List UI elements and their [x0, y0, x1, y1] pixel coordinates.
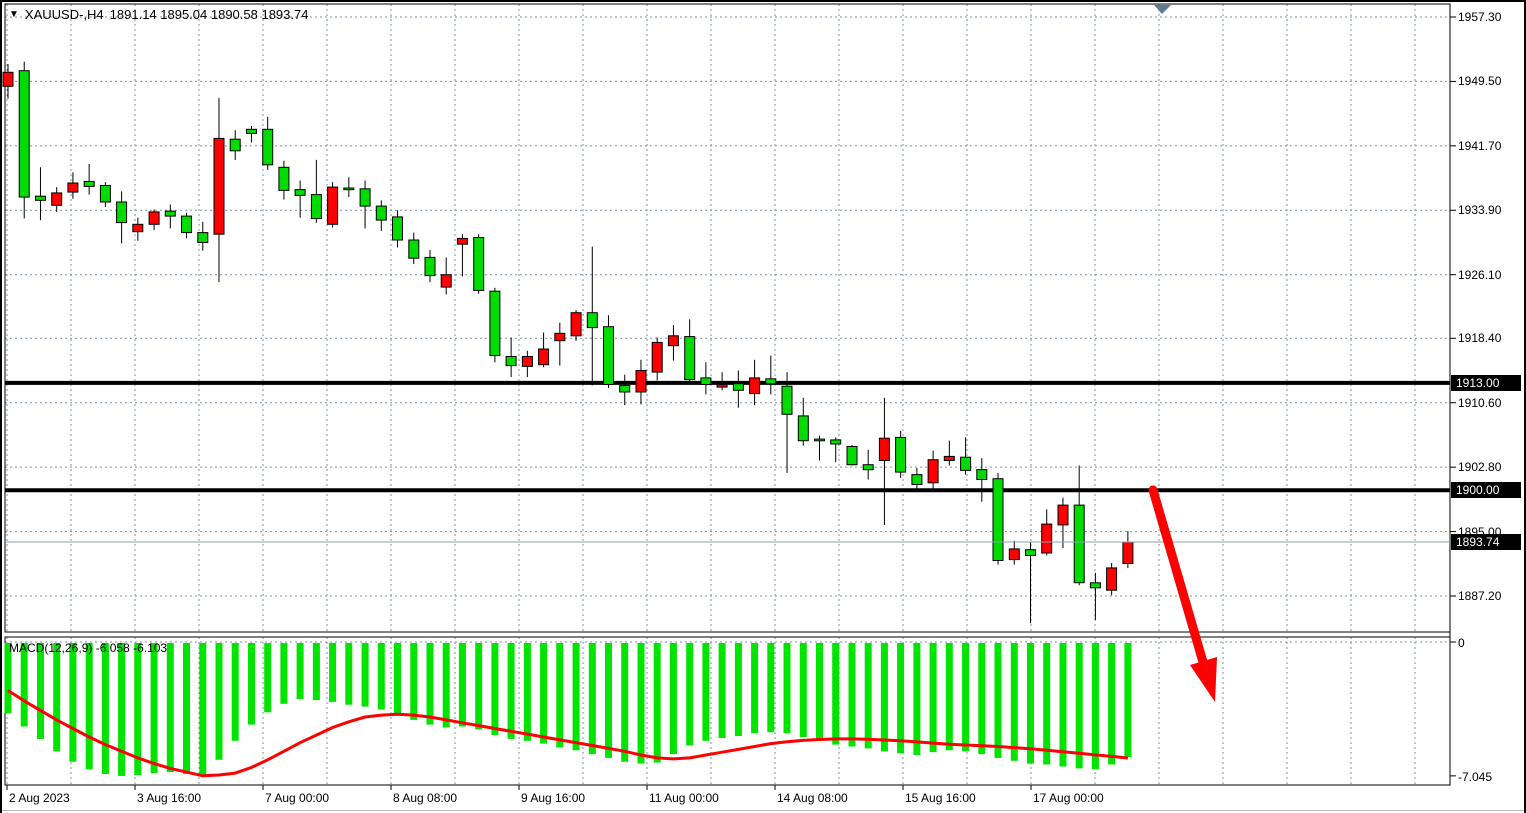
price-axis-tick-label[interactable]: 1918.40	[1458, 331, 1502, 346]
price-axis-tick-label[interactable]: 1933.90	[1458, 203, 1502, 218]
macd-indicator-label: MACD(12,26,9) -6.058 -6.103	[9, 641, 167, 655]
time-axis-label[interactable]: 8 Aug 08:00	[393, 791, 458, 805]
macd-values-label: -6.058 -6.103	[95, 641, 168, 655]
price-axis-tick-label[interactable]: 1910.60	[1458, 395, 1502, 410]
time-axis-label[interactable]: 3 Aug 16:00	[137, 791, 202, 805]
price-axis-tick-label[interactable]: 1887.20	[1458, 589, 1502, 603]
candlesticks	[2, 61, 1134, 624]
level-price-label-1913.00: 1913.00	[1451, 374, 1521, 391]
time-axis-label[interactable]: 14 Aug 08:00	[777, 791, 848, 805]
price-axis-tick-label[interactable]: 1902.80	[1458, 460, 1502, 475]
ohlc-values-label: 1891.14 1895.04 1890.58 1893.74	[109, 7, 309, 22]
macd-histogram	[4, 643, 1132, 776]
price-axis-tick-label[interactable]: 1957.30	[1458, 10, 1502, 24]
time-axis-label[interactable]: 15 Aug 16:00	[905, 791, 976, 805]
time-axis-label[interactable]: 2 Aug 2023	[9, 791, 70, 805]
chart-title: ▼ XAUUSD-,H4 1891.14 1895.04 1890.58 189…	[9, 7, 308, 22]
time-axis-label[interactable]: 9 Aug 16:00	[521, 791, 586, 805]
symbol-dropdown-icon: ▼	[9, 9, 19, 20]
scroll-to-end-marker-icon[interactable]	[1154, 5, 1171, 14]
level-price-label-1900.00: 1900.00	[1451, 482, 1521, 499]
time-axis-label[interactable]: 7 Aug 00:00	[265, 791, 330, 805]
macd-name-label: MACD(12,26,9)	[9, 641, 93, 655]
current-price-label: 1893.74	[1451, 533, 1521, 550]
window-bottom-edge	[2, 810, 1524, 811]
trend-arrow-annotation[interactable]	[1148, 485, 1217, 702]
price-panel-frame	[4, 3, 1451, 633]
price-axis-tick-label[interactable]: 1941.70	[1458, 138, 1502, 153]
price-axis-tick-label[interactable]: 1926.10	[1458, 267, 1502, 282]
time-axis-label[interactable]: 17 Aug 00:00	[1033, 791, 1104, 805]
price-axis-tick-label[interactable]: 1949.50	[1458, 74, 1502, 89]
macd-axis-tick-label[interactable]: 0	[1458, 636, 1465, 650]
time-axis-label[interactable]: 11 Aug 00:00	[649, 791, 719, 805]
macd-signal-line	[7, 689, 1129, 778]
macd-axis-tick-label[interactable]: -7.045	[1458, 769, 1493, 784]
symbol-period-label: XAUUSD-,H4	[24, 7, 104, 22]
axis-ticks	[6, 16, 1456, 790]
grid-lines	[5, 4, 1450, 785]
